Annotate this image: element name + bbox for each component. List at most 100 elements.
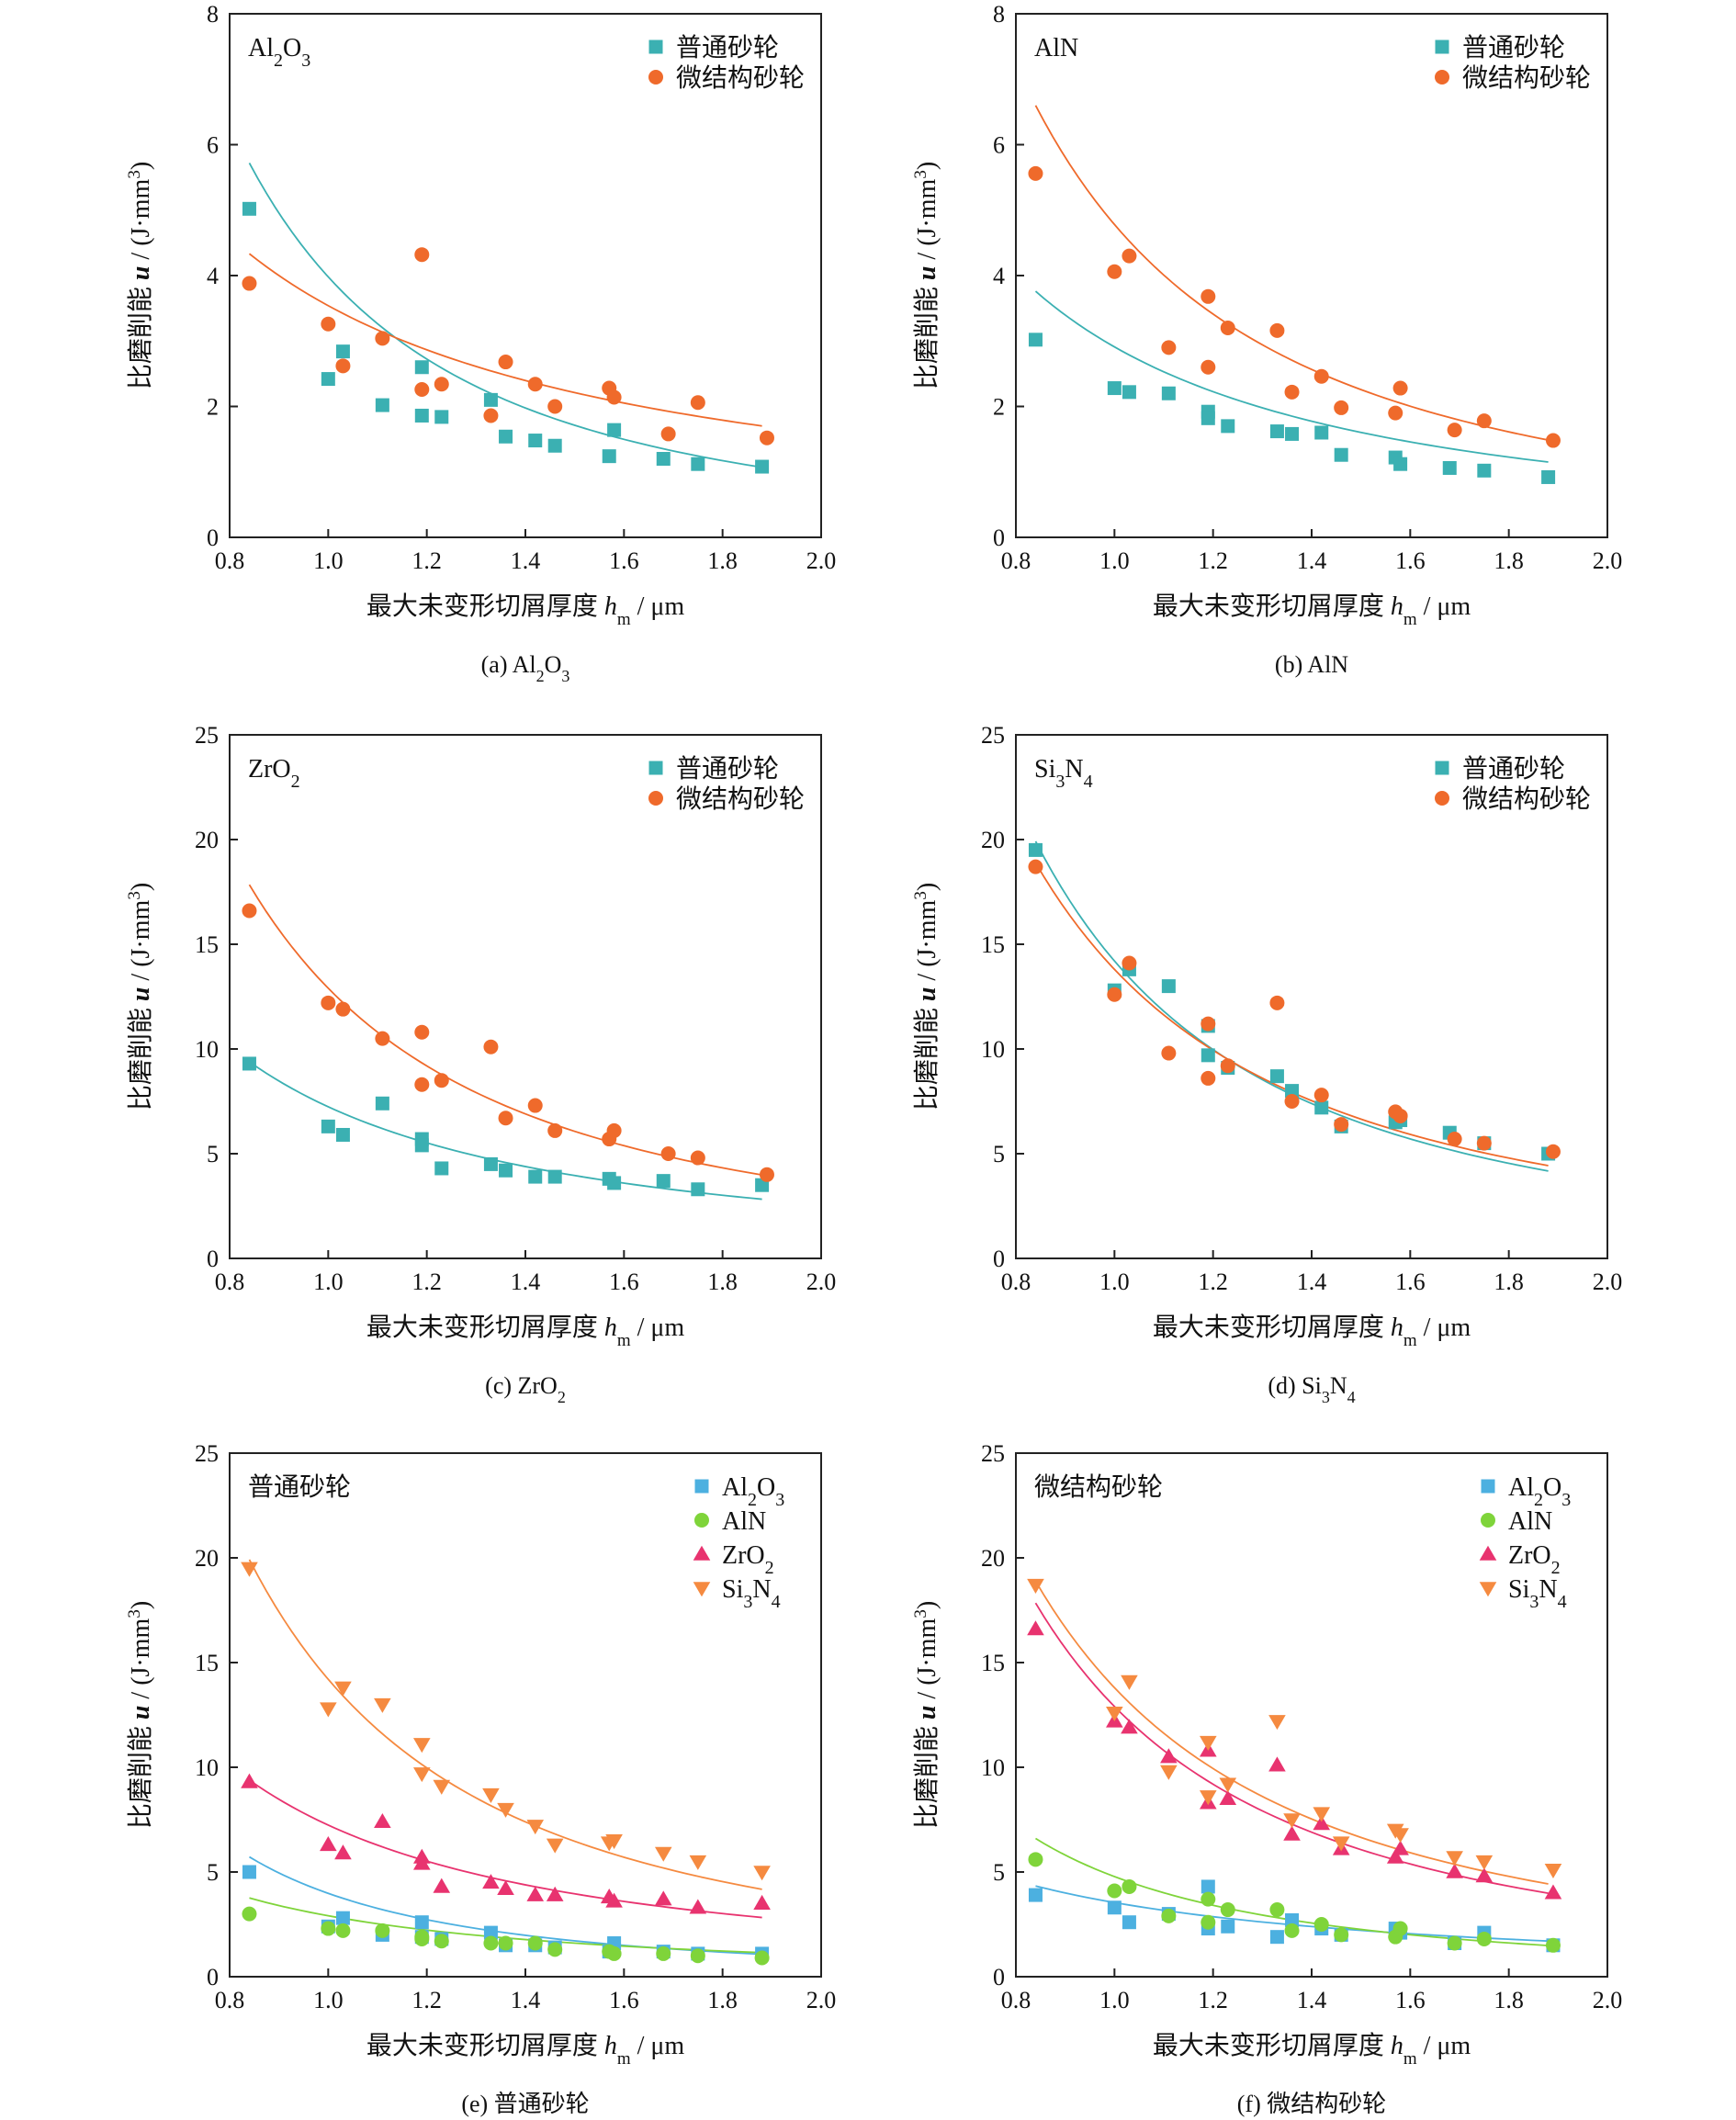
data-point <box>526 1820 545 1835</box>
data-point <box>1447 1132 1462 1147</box>
data-point <box>498 355 513 370</box>
data-point <box>413 1767 431 1783</box>
x-tick-label: 1.8 <box>707 547 738 574</box>
series-group <box>241 1562 771 1881</box>
data-point <box>483 408 499 423</box>
data-point <box>1446 1851 1463 1866</box>
data-point <box>1545 1144 1561 1159</box>
data-point <box>1283 1825 1301 1841</box>
panel-caption: (d) Si3N4 <box>1268 1372 1355 1406</box>
panel-label: Al2O3 <box>248 34 310 71</box>
x-axis-label: 最大未变形切屑厚度 hm / μm <box>366 1313 685 1350</box>
data-point <box>1334 1927 1349 1943</box>
y-tick-label: 15 <box>981 1650 1005 1676</box>
x-tick-label: 1.4 <box>1297 1987 1327 2013</box>
data-point <box>654 1890 672 1906</box>
data-point <box>605 1892 623 1908</box>
data-point <box>1268 1715 1286 1731</box>
legend-marker <box>1435 761 1449 775</box>
data-point <box>242 1056 256 1071</box>
data-point <box>320 1702 337 1718</box>
data-point <box>1269 424 1284 439</box>
x-tick-label: 1.8 <box>707 1269 738 1295</box>
data-point <box>1219 1777 1237 1793</box>
data-point <box>602 449 616 464</box>
data-point <box>414 408 429 423</box>
data-point <box>527 1935 543 1951</box>
data-point <box>547 1169 562 1184</box>
legend-marker <box>648 791 663 806</box>
panel-label: ZrO2 <box>248 755 300 792</box>
y-tick-label: 20 <box>195 1545 219 1572</box>
data-point <box>414 360 429 375</box>
x-tick-label: 0.8 <box>1001 1987 1031 2013</box>
y-tick-label: 0 <box>207 1964 219 1990</box>
data-point <box>241 1562 258 1577</box>
data-point <box>1314 1100 1329 1115</box>
data-point <box>375 1096 389 1111</box>
data-point <box>321 372 335 387</box>
data-point <box>1106 1706 1123 1722</box>
y-tick-label: 4 <box>993 263 1005 289</box>
data-point <box>656 1945 671 1961</box>
data-point <box>1392 1840 1409 1855</box>
data-point <box>1392 1828 1409 1844</box>
data-point <box>434 377 449 392</box>
data-point <box>656 452 671 466</box>
data-point <box>528 1169 543 1184</box>
y-tick-label: 0 <box>207 524 219 551</box>
data-point <box>753 1866 771 1881</box>
data-point <box>483 1925 498 1940</box>
y-tick-label: 15 <box>195 1650 219 1676</box>
data-point <box>321 1119 335 1133</box>
data-point <box>414 1931 430 1946</box>
fit-line <box>1034 290 1549 463</box>
x-tick-label: 1.4 <box>511 547 541 574</box>
x-tick-label: 0.8 <box>215 547 245 574</box>
data-point <box>690 395 705 411</box>
data-point <box>1161 1908 1177 1923</box>
data-point <box>690 1150 705 1166</box>
y-tick-label: 10 <box>195 1036 219 1063</box>
legend-marker <box>693 1545 711 1561</box>
x-tick-label: 2.0 <box>806 1987 837 2013</box>
data-point <box>1334 1117 1349 1133</box>
data-point <box>526 1886 545 1901</box>
chart-panel-6: 0.8 1.0 1.2 1.4 1.6 1.8 2.0 0 5 10 15 20 25 最大未变形切屑厚度… <box>911 1440 1623 2117</box>
data-point <box>654 1846 672 1862</box>
data-point <box>414 1077 430 1092</box>
data-point <box>1392 380 1408 396</box>
data-point <box>1544 1884 1562 1900</box>
x-tick-label: 1.8 <box>1494 1987 1524 2013</box>
y-tick-label: 2 <box>993 394 1005 421</box>
data-point <box>321 316 336 332</box>
data-point <box>414 1138 429 1153</box>
data-point <box>335 344 350 359</box>
legend-label: 微结构砂轮 <box>1462 63 1591 93</box>
legend-label: 普通砂轮 <box>1462 33 1565 62</box>
data-point <box>546 1838 564 1854</box>
y-tick-label: 5 <box>993 1141 1005 1167</box>
data-point <box>1107 1883 1122 1899</box>
data-point <box>1027 1620 1044 1636</box>
y-tick-label: 25 <box>981 1440 1005 1467</box>
data-point <box>1447 423 1462 438</box>
y-tick-label: 6 <box>207 132 219 159</box>
data-point <box>335 1127 350 1142</box>
data-point <box>1442 460 1457 475</box>
legend-label: 微结构砂轮 <box>676 784 805 814</box>
data-point <box>1313 1807 1331 1822</box>
data-point <box>1027 1578 1044 1594</box>
data-point <box>1200 1735 1217 1751</box>
y-axis-label: 比磨削能 u / (J·mm3) <box>911 1601 942 1829</box>
data-point <box>1201 411 1215 425</box>
legend-marker <box>1435 791 1449 806</box>
data-point <box>375 331 390 346</box>
data-point <box>1161 340 1177 355</box>
legend-marker <box>1479 1545 1497 1561</box>
y-tick-label: 0 <box>207 1246 219 1272</box>
data-point <box>1313 1815 1331 1831</box>
data-point <box>1201 288 1216 304</box>
x-tick-label: 1.2 <box>1198 547 1228 574</box>
data-point <box>1122 385 1136 400</box>
